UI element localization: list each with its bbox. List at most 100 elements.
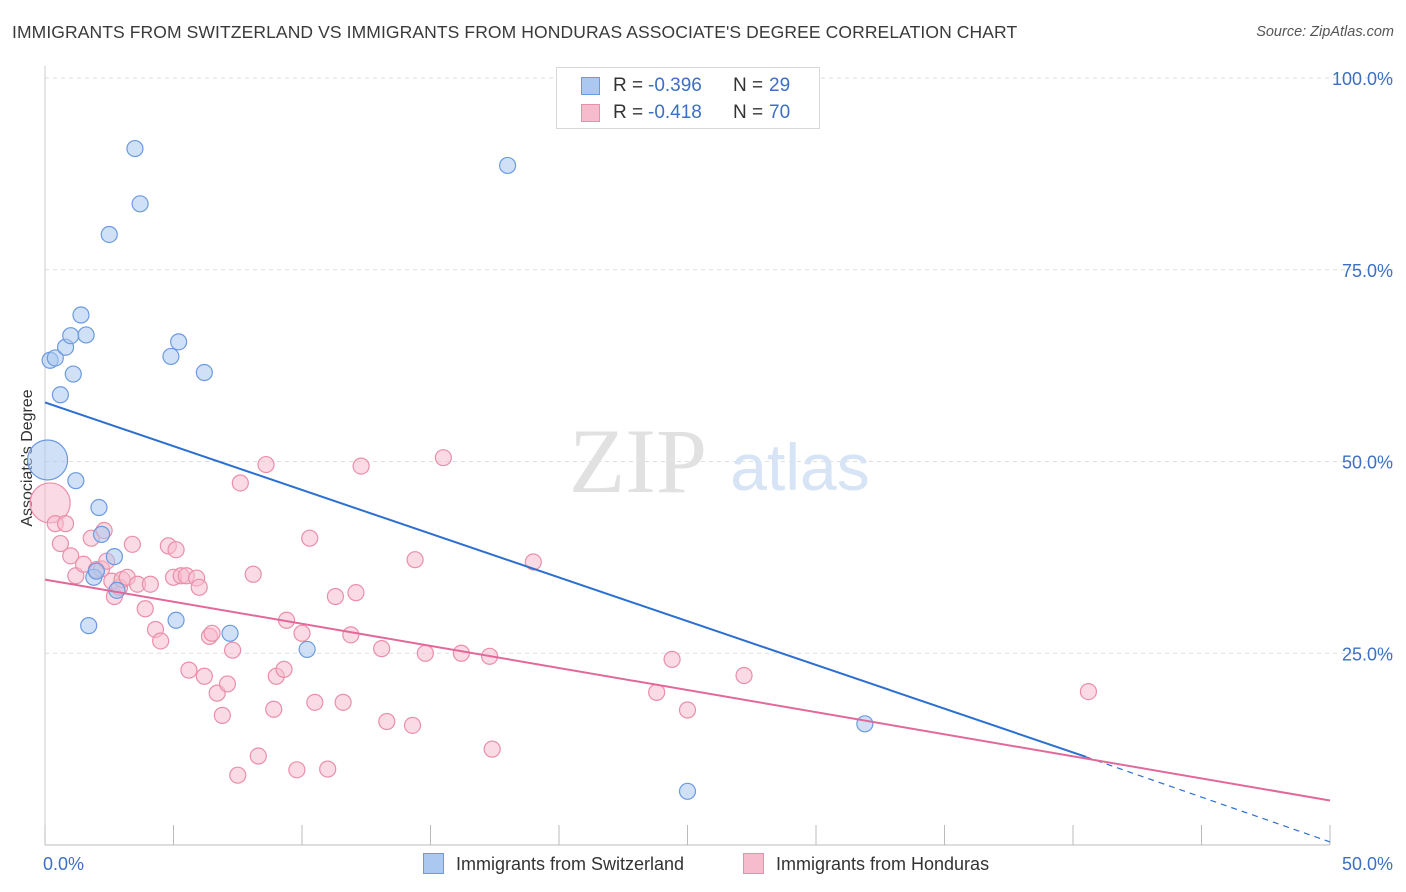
point-honduras bbox=[141, 575, 159, 593]
point-switzerland bbox=[131, 195, 149, 213]
point-honduras bbox=[218, 675, 237, 693]
r-label: R = bbox=[613, 75, 644, 96]
point-honduras bbox=[648, 683, 666, 701]
point-honduras bbox=[434, 449, 452, 467]
point-honduras bbox=[373, 640, 391, 658]
legend-label-honduras: Immigrants from Honduras bbox=[776, 854, 990, 874]
point-honduras bbox=[62, 547, 80, 565]
swatch-honduras bbox=[581, 104, 600, 122]
stats-legend: R = -0.396 N = 29 R = -0.418 N = 70 bbox=[556, 67, 820, 129]
point-honduras bbox=[56, 515, 75, 533]
r-value: -0.396 bbox=[648, 75, 702, 96]
n-value: 70 bbox=[769, 102, 791, 123]
point-honduras bbox=[416, 644, 434, 662]
point-honduras bbox=[167, 541, 185, 559]
point-honduras bbox=[136, 600, 154, 618]
trend-line-honduras bbox=[44, 578, 1331, 802]
n-label: N = bbox=[733, 75, 764, 96]
r-value: -0.418 bbox=[648, 102, 702, 123]
point-switzerland bbox=[51, 386, 70, 404]
point-honduras bbox=[334, 693, 352, 711]
point-honduras bbox=[378, 712, 396, 731]
point-honduras bbox=[735, 666, 753, 685]
swatch-switzerland bbox=[581, 77, 600, 95]
point-switzerland bbox=[126, 139, 144, 158]
point-honduras bbox=[257, 455, 275, 474]
point-honduras bbox=[123, 535, 141, 553]
point-honduras bbox=[306, 693, 324, 711]
n-value: 29 bbox=[769, 75, 791, 96]
point-honduras bbox=[326, 587, 345, 606]
legend-label-switzerland: Immigrants from Switzerland bbox=[456, 854, 685, 874]
point-switzerland bbox=[167, 611, 185, 629]
point-honduras bbox=[524, 553, 542, 571]
n-label: N = bbox=[733, 102, 764, 123]
point-switzerland bbox=[87, 562, 106, 580]
point-honduras bbox=[352, 457, 370, 475]
y-tick-label: 25.0% bbox=[1342, 644, 1393, 664]
point-switzerland bbox=[170, 333, 188, 351]
point-switzerland bbox=[499, 156, 517, 175]
point-switzerland bbox=[62, 327, 80, 345]
point-honduras bbox=[301, 529, 319, 547]
point-switzerland bbox=[64, 365, 82, 383]
point-honduras bbox=[1079, 682, 1098, 701]
point-honduras bbox=[288, 761, 306, 779]
legend-swatch-switzerland bbox=[423, 853, 444, 874]
watermark: ZIP atlas bbox=[569, 410, 870, 512]
point-switzerland bbox=[77, 326, 95, 344]
point-honduras bbox=[483, 740, 501, 758]
point-honduras bbox=[203, 624, 221, 642]
trend-lines bbox=[44, 401, 1331, 843]
point-honduras bbox=[152, 632, 170, 650]
point-switzerland bbox=[195, 363, 213, 382]
y-tick-label: 75.0% bbox=[1342, 261, 1393, 281]
chart-title: IMMIGRANTS FROM SWITZERLAND VS IMMIGRANT… bbox=[12, 22, 1018, 42]
point-switzerland bbox=[92, 525, 111, 543]
point-honduras bbox=[213, 706, 231, 724]
point-switzerland bbox=[100, 225, 118, 244]
point-honduras bbox=[249, 747, 267, 765]
tick-labels: 25.0% 50.0% 75.0% 100.0% 0.0% 50.0% bbox=[43, 69, 1393, 874]
point-honduras bbox=[293, 624, 311, 642]
point-honduras bbox=[403, 716, 422, 734]
trend-line-switzerland-extension bbox=[1085, 756, 1331, 843]
point-honduras bbox=[319, 760, 337, 778]
point-honduras bbox=[224, 641, 242, 659]
trend-line-switzerland bbox=[44, 401, 1087, 758]
point-switzerland bbox=[67, 472, 85, 490]
point-switzerland bbox=[105, 548, 123, 566]
point-honduras bbox=[231, 474, 249, 492]
point-switzerland bbox=[72, 306, 90, 324]
point-honduras bbox=[180, 661, 198, 679]
point-switzerland bbox=[80, 617, 98, 635]
legend-swatch-honduras bbox=[743, 853, 764, 874]
r-label: R = bbox=[613, 102, 644, 123]
y-tick-label: 50.0% bbox=[1342, 453, 1393, 473]
point-switzerland bbox=[162, 347, 180, 366]
point-honduras bbox=[265, 700, 283, 718]
source-credit: Source: ZipAtlas.com bbox=[1256, 24, 1394, 40]
point-honduras bbox=[663, 650, 681, 668]
point-switzerland bbox=[678, 782, 697, 800]
watermark-atlas: atlas bbox=[730, 430, 869, 504]
point-switzerland bbox=[856, 715, 874, 733]
point-switzerland bbox=[221, 624, 239, 642]
data-points bbox=[26, 139, 1098, 800]
point-honduras bbox=[347, 584, 365, 602]
gridlines bbox=[45, 77, 1394, 654]
point-switzerland bbox=[90, 498, 108, 517]
point-honduras bbox=[406, 551, 424, 569]
point-switzerland bbox=[46, 349, 64, 367]
point-honduras bbox=[452, 644, 470, 662]
point-honduras bbox=[229, 766, 247, 784]
point-honduras bbox=[678, 701, 697, 719]
point-honduras bbox=[244, 565, 262, 583]
x-tick-label: 50.0% bbox=[1342, 854, 1393, 874]
point-honduras bbox=[275, 660, 293, 678]
point-switzerland bbox=[298, 640, 316, 659]
point-honduras bbox=[51, 534, 70, 553]
point-honduras bbox=[342, 626, 360, 644]
y-tick-label: 100.0% bbox=[1332, 69, 1393, 89]
